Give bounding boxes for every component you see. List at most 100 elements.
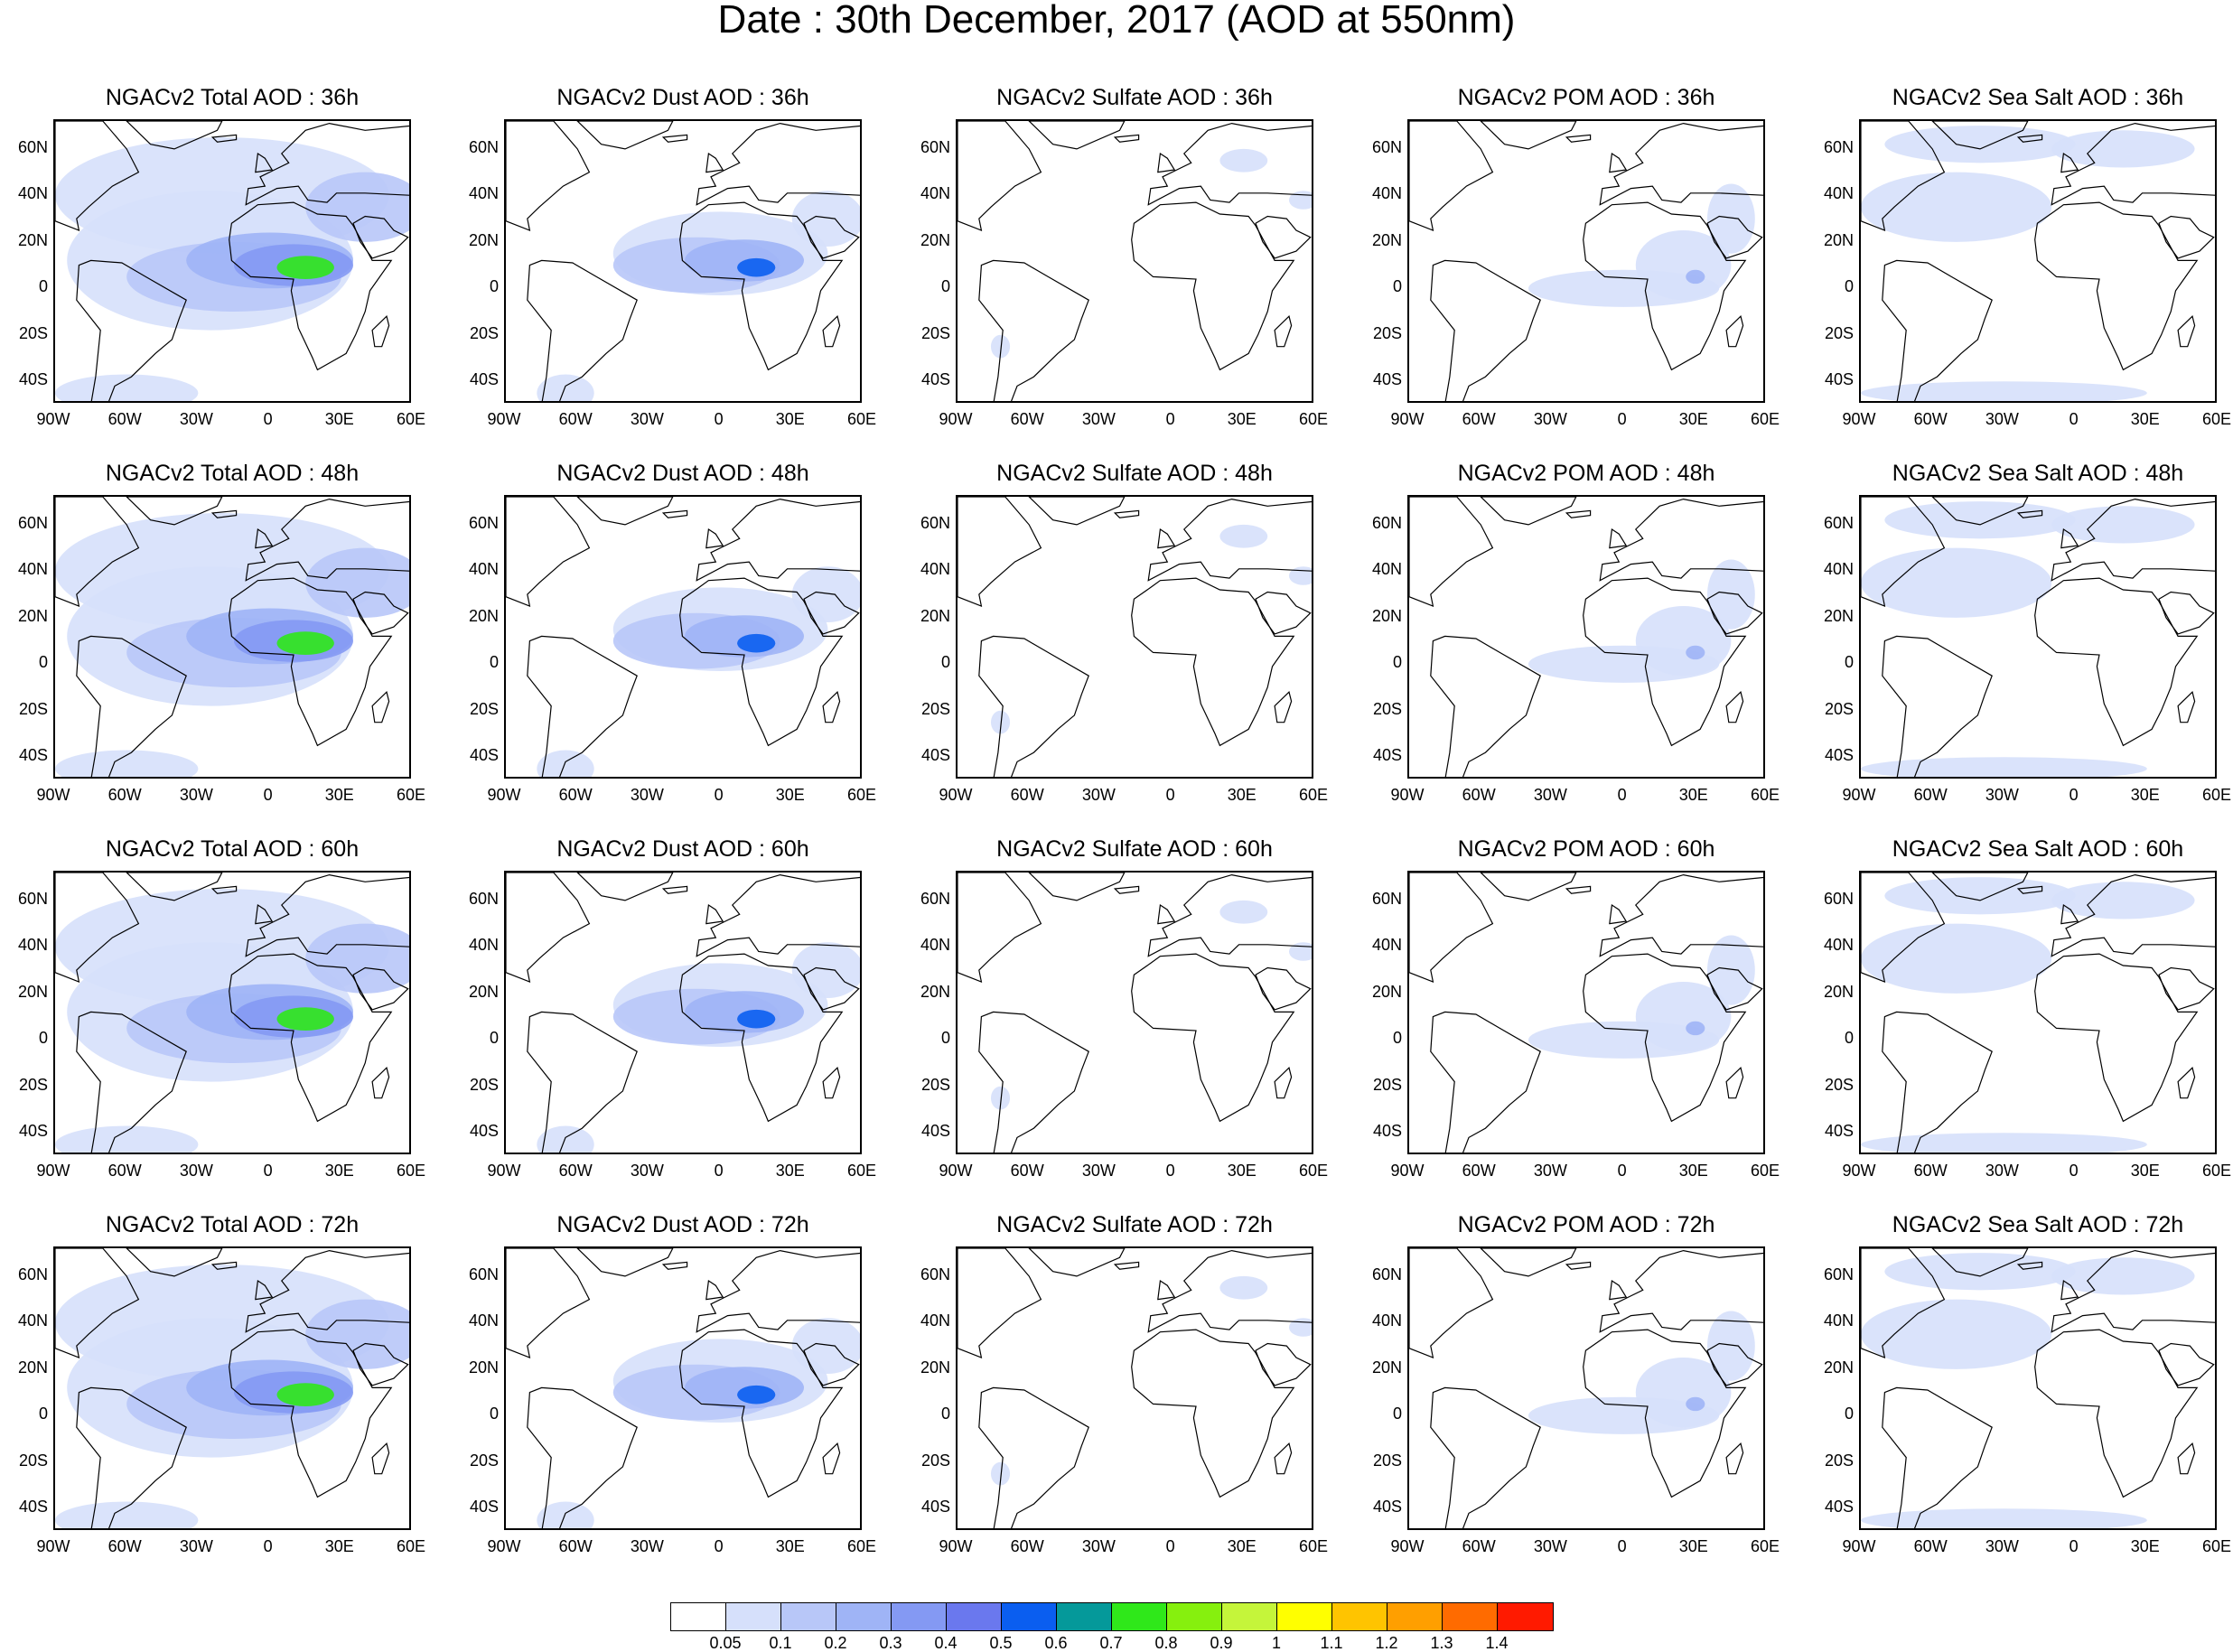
colorbar — [670, 1602, 1554, 1631]
lat-tick-label: 20S — [18, 1075, 48, 1094]
lon-tick-label: 60W — [558, 1537, 593, 1555]
lon-tick-label: 90W — [36, 786, 70, 804]
aod-map — [1409, 873, 1763, 1153]
lon-tick-label: 90W — [1390, 410, 1425, 428]
aod-contour — [1861, 547, 2052, 618]
aod-contour — [1635, 605, 1732, 677]
lat-tick-label: 20N — [1371, 230, 1402, 249]
coastline — [696, 122, 860, 206]
coastline — [2016, 885, 2043, 894]
coastline — [1147, 873, 1312, 957]
coastline — [1861, 121, 1946, 231]
coastline — [1583, 953, 1747, 1123]
lon-tick-label: 30E — [1678, 1537, 1708, 1555]
coastline — [126, 121, 223, 150]
coastline — [1131, 577, 1295, 747]
aod-contour — [1707, 1311, 1755, 1381]
lat-tick-label: 0 — [1392, 1405, 1402, 1423]
coastline — [1609, 1279, 1628, 1301]
aod-map — [506, 497, 860, 777]
lat-tick-label: 40S — [469, 370, 499, 389]
lat-tick-label: 40S — [1824, 1122, 1854, 1141]
colorbar-swatch — [1332, 1603, 1387, 1630]
lon-tick-label: 30W — [630, 1162, 664, 1180]
lon-tick-label: 90W — [36, 1162, 70, 1180]
coastline — [245, 1249, 409, 1333]
coastline — [245, 122, 409, 206]
coastline — [679, 201, 844, 371]
panel-title: NGACv2 Dust AOD : 60h — [556, 836, 809, 862]
coastline — [126, 1248, 223, 1277]
coastline — [255, 527, 274, 549]
map-panel — [1407, 495, 1765, 779]
lon-tick-label: 30W — [179, 1162, 213, 1180]
coastline — [1931, 497, 2029, 526]
lon-tick-label: 30E — [2130, 1162, 2160, 1180]
aod-contour — [55, 513, 389, 630]
coastline — [1157, 152, 1176, 173]
lon-tick-label: 60W — [558, 786, 593, 804]
lat-tick-label: 40S — [920, 370, 950, 389]
aod-contour — [1861, 923, 2052, 994]
aod-contour — [305, 1299, 409, 1369]
lon-tick-label: 90W — [1842, 786, 1876, 804]
lat-tick-label: 40N — [468, 1311, 499, 1330]
aod-map — [1861, 121, 2215, 401]
coastline — [958, 873, 1042, 983]
aod-map — [1409, 1248, 1763, 1528]
colorbar-swatch — [726, 1603, 781, 1630]
coastline — [1861, 1248, 1946, 1358]
coastline — [1931, 1248, 2029, 1277]
coastline — [2177, 315, 2196, 348]
lat-tick-label: 20N — [468, 982, 499, 1001]
aod-map — [958, 1248, 1312, 1528]
lon-tick-label: 30E — [1227, 410, 1257, 428]
lon-tick-label: 30W — [1081, 786, 1116, 804]
coastline — [506, 121, 591, 231]
map-panel — [1859, 1246, 2217, 1530]
aod-contour — [537, 1125, 594, 1153]
lon-tick-label: 90W — [1842, 1537, 1876, 1555]
coastline — [1480, 873, 1577, 901]
lon-tick-label: 0 — [1165, 1162, 1175, 1180]
colorbar-swatch — [947, 1603, 1002, 1630]
lat-tick-label: 60N — [17, 1265, 48, 1283]
coastline — [2060, 903, 2079, 925]
aod-contour — [276, 631, 334, 656]
lon-tick-label: 60E — [2201, 410, 2232, 428]
coastline — [229, 953, 393, 1123]
colorbar-label: 1.1 — [1320, 1634, 1343, 1652]
coastline — [1147, 498, 1312, 582]
lon-tick-label: 30E — [775, 786, 805, 804]
panel-title: NGACv2 Dust AOD : 72h — [556, 1212, 809, 1237]
colorbar-label: 1 — [1271, 1634, 1281, 1652]
coastline — [1725, 1442, 1744, 1475]
aod-contour — [1707, 559, 1755, 630]
aod-contour — [1686, 269, 1705, 285]
lat-tick-label: 20S — [1824, 323, 1854, 342]
aod-map — [958, 497, 1312, 777]
lon-tick-label: 60W — [1010, 1537, 1044, 1555]
coastline — [1861, 873, 1946, 983]
coastline — [2034, 1329, 2199, 1498]
aod-contour — [1884, 1253, 2076, 1291]
lon-tick-label: 60W — [1913, 786, 1948, 804]
lon-tick-label: 90W — [1842, 1162, 1876, 1180]
lon-tick-label: 0 — [263, 410, 273, 428]
colorbar-swatch — [892, 1603, 947, 1630]
coastline — [2177, 1067, 2196, 1099]
aod-contour — [990, 1461, 1011, 1486]
lon-tick-label: 60W — [107, 1537, 142, 1555]
lat-tick-label: 0 — [489, 277, 499, 296]
lon-tick-label: 90W — [36, 1537, 70, 1555]
panel-title: NGACv2 Sea Salt AOD : 36h — [1892, 85, 2184, 110]
lat-tick-label: 40S — [1824, 1498, 1854, 1517]
lon-tick-label: 60E — [1298, 410, 1329, 428]
aod-map — [1861, 873, 2215, 1153]
lon-tick-label: 30W — [630, 410, 664, 428]
lon-tick-label: 30E — [1678, 1162, 1708, 1180]
aod-contour — [537, 374, 594, 401]
coastline — [210, 1261, 238, 1270]
coastline — [255, 1279, 274, 1301]
lon-tick-label: 30E — [775, 410, 805, 428]
